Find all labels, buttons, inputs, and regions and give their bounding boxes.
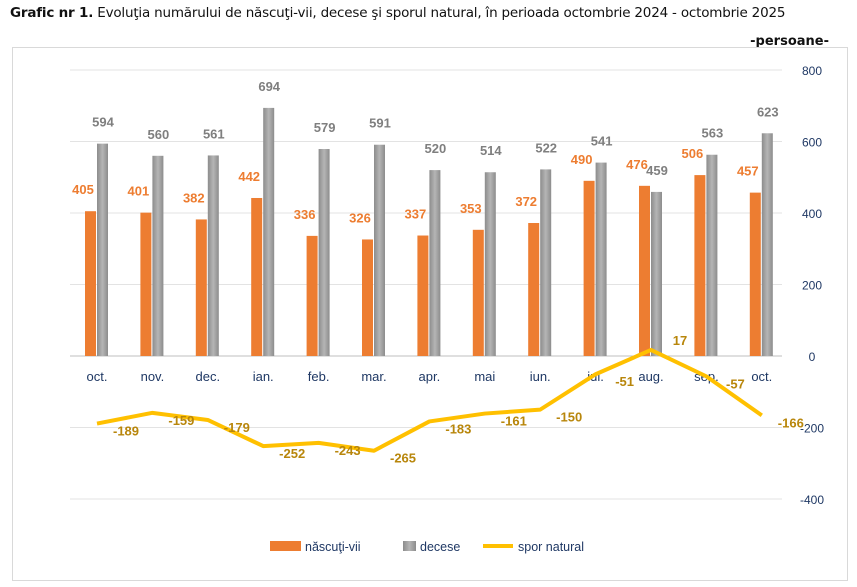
- bar-decese: [761, 133, 773, 356]
- x-tick-label: mai: [474, 369, 495, 384]
- label-spor: -150: [556, 410, 582, 425]
- x-tick-label: mar.: [361, 369, 386, 384]
- label-nascuti: 490: [571, 152, 593, 167]
- bar-nascuti: [195, 219, 207, 356]
- bar-decese: [97, 143, 108, 356]
- x-tick-label: aug.: [638, 369, 663, 384]
- label-spor: -51: [615, 374, 634, 389]
- bar-nascuti: [140, 212, 152, 356]
- bar-nascuti: [639, 185, 650, 356]
- label-decese: 623: [757, 104, 779, 119]
- x-tick-label: oct.: [87, 369, 108, 384]
- x-tick-label: dec.: [196, 369, 221, 384]
- bar-decese: [484, 172, 496, 356]
- chart-title: Grafic nr 1. Evoluţia numărului de născu…: [10, 5, 785, 21]
- x-tick-label: apr.: [419, 369, 441, 384]
- label-nascuti: 382: [183, 190, 205, 205]
- label-nascuti: 372: [515, 194, 537, 209]
- y-tick-label: -400: [800, 493, 824, 507]
- bar-decese: [263, 107, 275, 357]
- label-decese: 514: [480, 143, 502, 158]
- bar-nascuti: [306, 235, 318, 356]
- bar-nascuti: [251, 197, 263, 356]
- label-spor: -161: [501, 414, 527, 429]
- bar-nascuti: [749, 192, 761, 356]
- bar-decese: [374, 144, 385, 356]
- label-spor: -243: [335, 443, 361, 458]
- label-decese: 459: [646, 163, 668, 178]
- label-nascuti: 401: [128, 184, 150, 199]
- label-nascuti: 353: [460, 201, 482, 216]
- label-spor: -252: [279, 446, 305, 461]
- bar-decese: [429, 170, 441, 356]
- y-tick-label: 600: [802, 136, 822, 150]
- legend-label-decese: decese: [420, 540, 460, 554]
- bar-decese: [152, 155, 164, 356]
- label-decese: 561: [203, 126, 225, 141]
- x-tick-label: feb.: [308, 369, 330, 384]
- y-tick-label: 200: [802, 279, 822, 293]
- x-tick-label: nov.: [141, 369, 165, 384]
- label-nascuti: 457: [737, 164, 759, 179]
- bar-decese: [706, 154, 718, 356]
- bar-decese: [207, 155, 219, 356]
- bar-decese: [318, 149, 330, 356]
- legend-label-spor: spor natural: [518, 540, 584, 554]
- label-decese: 579: [314, 120, 336, 135]
- title-text: Evoluţia numărului de născuţi-vii, deces…: [97, 5, 786, 21]
- label-decese: 591: [369, 116, 391, 131]
- label-decese: 594: [92, 115, 114, 130]
- label-spor: -57: [726, 376, 745, 391]
- label-nascuti: 405: [72, 182, 94, 197]
- y-tick-label: 800: [802, 64, 822, 78]
- x-tick-label: ian.: [253, 369, 274, 384]
- label-decese: 520: [425, 141, 447, 156]
- label-nascuti: 476: [626, 157, 648, 172]
- bar-nascuti: [583, 180, 595, 356]
- bar-decese: [540, 169, 552, 356]
- title-prefix: Grafic nr 1.: [10, 5, 94, 21]
- bar-decese: [595, 162, 607, 356]
- label-spor: -265: [390, 451, 416, 466]
- x-tick-label: oct.: [751, 369, 772, 384]
- bar-nascuti: [362, 239, 373, 356]
- bar-decese: [651, 191, 662, 356]
- legend-swatch-nascuti: [270, 541, 301, 551]
- legend-label-nascuti: născuţi-vii: [305, 540, 361, 554]
- label-nascuti: 336: [294, 207, 316, 222]
- label-decese: 522: [535, 140, 557, 155]
- line-spor-natural: [96, 347, 763, 453]
- label-spor: -159: [168, 413, 194, 428]
- label-spor: -179: [224, 420, 250, 435]
- bar-nascuti: [528, 223, 540, 356]
- legend-swatch-decese: [403, 541, 416, 551]
- label-decese: 541: [591, 134, 613, 149]
- x-tick-label: iun.: [530, 369, 551, 384]
- bar-nascuti: [472, 229, 484, 356]
- label-nascuti: 326: [349, 210, 371, 225]
- label-spor: -189: [113, 424, 139, 439]
- label-spor: -166: [778, 415, 804, 430]
- y-tick-label: 0: [809, 350, 816, 364]
- label-nascuti: 506: [682, 146, 704, 161]
- y-tick-label: 400: [802, 207, 822, 221]
- label-nascuti: 442: [238, 169, 260, 184]
- bar-nascuti: [417, 235, 429, 356]
- bar-nascuti: [694, 175, 706, 356]
- label-decese: 563: [702, 126, 724, 141]
- unit-label: -persoane-: [750, 34, 829, 49]
- label-decese: 694: [258, 79, 280, 94]
- label-spor: 17: [673, 333, 687, 348]
- chart-frame: [12, 47, 848, 581]
- label-nascuti: 337: [405, 207, 427, 222]
- y-tick-label: -200: [800, 422, 824, 436]
- bar-nascuti: [85, 211, 96, 356]
- label-spor: -183: [445, 421, 471, 436]
- label-decese: 560: [148, 127, 170, 142]
